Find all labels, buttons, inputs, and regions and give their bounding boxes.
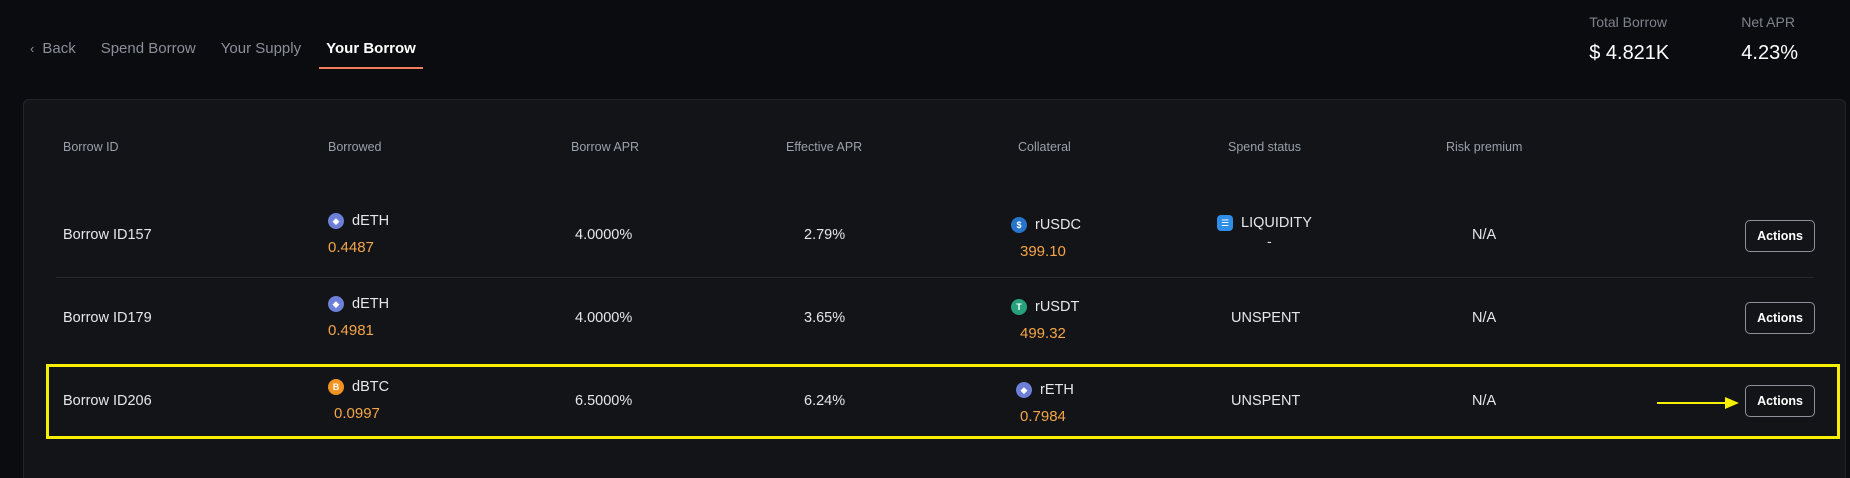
- spend-status: UNSPENT: [1231, 310, 1301, 326]
- back-link[interactable]: ‹ Back: [30, 40, 76, 57]
- collateral-token: rUSDT: [1035, 299, 1080, 315]
- arrow-right-icon: [1657, 397, 1739, 409]
- row-divider: [56, 277, 1814, 278]
- spend-status-sub: -: [1267, 233, 1272, 249]
- total-borrow-stat: Total Borrow $ 4.821K: [1589, 14, 1669, 65]
- top-nav: ‹ Back Spend Borrow Your Supply Your Bor…: [30, 40, 441, 69]
- borrowed-cell: B dBTC 0.0997: [328, 379, 389, 422]
- net-apr-value: 4.23%: [1741, 42, 1798, 64]
- liquidity-icon: ☰: [1217, 215, 1233, 231]
- borrowed-amount: 0.4487: [328, 239, 374, 256]
- collateral-amount: 499.32: [1020, 325, 1066, 342]
- header-risk-premium: Risk premium: [1446, 140, 1523, 154]
- borrowed-amount: 0.4981: [328, 322, 374, 339]
- collateral-token: rETH: [1040, 382, 1074, 398]
- ethereum-icon: ◆: [328, 213, 344, 229]
- ethereum-icon: ◆: [1016, 382, 1032, 398]
- header-spend-status: Spend status: [1228, 140, 1301, 154]
- collateral-amount: 0.7984: [1020, 408, 1066, 425]
- back-label: Back: [42, 40, 76, 57]
- net-apr-label: Net APR: [1741, 14, 1795, 30]
- actions-button[interactable]: Actions: [1745, 220, 1815, 252]
- borrow-id: Borrow ID179: [63, 310, 152, 326]
- tab-spend-borrow[interactable]: Spend Borrow: [100, 40, 196, 57]
- ethereum-icon: ◆: [328, 296, 344, 312]
- borrowed-cell: ◆ dETH 0.4487: [328, 213, 389, 256]
- header-borrow-apr: Borrow APR: [571, 140, 640, 154]
- borrowed-cell: ◆ dETH 0.4981: [328, 296, 389, 339]
- tether-icon: T: [1011, 299, 1027, 315]
- collateral-amount: 399.10: [1020, 243, 1066, 260]
- borrow-apr: 6.5000%: [575, 393, 633, 409]
- spend-status-cell: ☰ LIQUIDITY -: [1217, 215, 1312, 249]
- risk-premium: N/A: [1472, 310, 1497, 326]
- total-borrow-label: Total Borrow: [1589, 14, 1668, 30]
- borrowed-token: dETH: [352, 296, 390, 312]
- borrowed-token: dBTC: [352, 379, 390, 395]
- spend-status: LIQUIDITY: [1241, 215, 1312, 231]
- summary-stats: Total Borrow $ 4.821K Net APR 4.23%: [1517, 14, 1798, 65]
- bitcoin-icon: B: [328, 379, 344, 395]
- effective-apr: 3.65%: [804, 310, 846, 326]
- header-borrow-id: Borrow ID: [63, 140, 119, 154]
- net-apr-stat: Net APR 4.23%: [1741, 14, 1798, 65]
- risk-premium: N/A: [1472, 393, 1497, 409]
- actions-button[interactable]: Actions: [1745, 302, 1815, 334]
- total-borrow-value: $ 4.821K: [1589, 42, 1670, 64]
- collateral-token: rUSDC: [1035, 217, 1081, 233]
- risk-premium: N/A: [1472, 227, 1497, 243]
- borrow-id: Borrow ID206: [63, 393, 152, 409]
- borrowed-amount: 0.0997: [334, 405, 380, 422]
- header-collateral: Collateral: [1018, 140, 1071, 154]
- collateral-cell: T rUSDT 499.32: [1011, 299, 1079, 342]
- usdc-icon: $: [1011, 217, 1027, 233]
- borrow-id: Borrow ID157: [63, 227, 152, 243]
- effective-apr: 2.79%: [804, 227, 846, 243]
- chevron-left-icon: ‹: [30, 41, 35, 56]
- borrow-apr: 4.0000%: [575, 227, 633, 243]
- collateral-cell: $ rUSDC 399.10: [1011, 217, 1081, 260]
- header-effective-apr: Effective APR: [786, 140, 863, 154]
- tab-your-borrow[interactable]: Your Borrow: [319, 40, 423, 69]
- tab-your-supply[interactable]: Your Supply: [220, 40, 302, 57]
- collateral-cell: ◆ rETH 0.7984: [1016, 382, 1074, 425]
- spend-status: UNSPENT: [1231, 393, 1301, 409]
- actions-button[interactable]: Actions: [1745, 385, 1815, 417]
- borrowed-token: dETH: [352, 213, 390, 229]
- borrow-apr: 4.0000%: [575, 310, 633, 326]
- borrow-table-panel: [23, 99, 1846, 478]
- effective-apr: 6.24%: [804, 393, 846, 409]
- header-borrowed: Borrowed: [328, 140, 382, 154]
